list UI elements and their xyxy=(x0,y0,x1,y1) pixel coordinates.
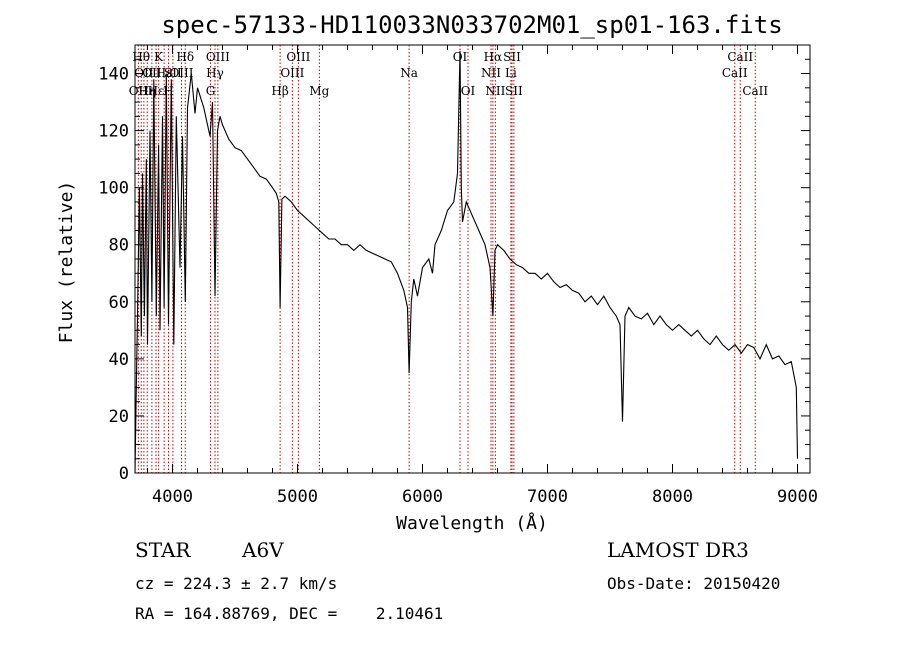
line-marker-label-26: SII xyxy=(503,50,521,64)
redshift-velocity: cz = 224.3 ± 2.7 km/s xyxy=(135,574,338,593)
y-tick-label-5: 100 xyxy=(98,179,129,199)
y-tick-label-4: 80 xyxy=(109,236,129,256)
line-marker-label-14: OIII xyxy=(206,50,230,64)
line-marker-label-19: Na xyxy=(400,66,418,80)
survey-name: LAMOST DR3 xyxy=(607,538,749,562)
line-marker-label-29: CaII xyxy=(727,50,753,64)
line-marker-label-13: Hγ xyxy=(206,66,224,80)
line-marker-label-8: H xyxy=(163,84,173,98)
line-marker-label-24: NII xyxy=(485,84,505,98)
spectrum-series-line xyxy=(134,50,799,474)
y-tick-label-3: 60 xyxy=(109,293,129,313)
x-tick-label-4: 8000 xyxy=(652,487,693,507)
emission-line-markers xyxy=(137,45,756,473)
x-tick-label-1: 5000 xyxy=(277,487,318,507)
y-tick-label-7: 140 xyxy=(98,65,129,85)
line-marker-label-2: OII xyxy=(134,66,154,80)
emission-line-labels: OIIHθOIIHηOIIHεKHεHSIIOIIIHδGHγOIIIHβOII… xyxy=(129,50,769,98)
line-marker-label-16: OIII xyxy=(280,66,304,80)
line-marker-label-10: OIII xyxy=(169,66,193,80)
x-axis-ticks: 4000 5000 6000 7000 8000 9000 xyxy=(147,45,818,507)
line-marker-label-7: Hε xyxy=(156,66,173,80)
line-marker-label-23: Hα xyxy=(484,50,503,64)
observation-date: Obs-Date: 20150420 xyxy=(607,574,781,593)
x-tick-label-5: 9000 xyxy=(777,487,818,507)
line-marker-label-22: NII xyxy=(481,66,501,80)
x-tick-label-2: 6000 xyxy=(402,487,443,507)
line-marker-label-12: G xyxy=(206,84,216,98)
line-marker-label-0: OII xyxy=(129,84,149,98)
line-marker-label-11: Hδ xyxy=(176,50,194,64)
line-marker-label-15: Hβ xyxy=(271,84,288,98)
line-marker-label-17: OIII xyxy=(286,50,310,64)
x-tick-label-3: 7000 xyxy=(527,487,568,507)
y-tick-label-6: 120 xyxy=(98,122,129,142)
plot-frame xyxy=(134,44,811,474)
line-marker-label-25: Li xyxy=(505,66,517,80)
coordinates: RA = 164.88769, DEC = 2.10461 xyxy=(135,604,444,623)
x-tick-label-0: 4000 xyxy=(152,487,193,507)
line-marker-label-5: Hε xyxy=(148,84,165,98)
x-axis-label: Wavelength (Å) xyxy=(396,512,548,534)
spectral-class: A6V xyxy=(242,538,284,562)
object-type: STAR xyxy=(135,538,191,562)
line-marker-label-4: OII xyxy=(142,66,162,80)
y-axis-label: Flux (relative) xyxy=(56,181,77,344)
line-marker-label-27: SII xyxy=(505,84,523,98)
y-tick-label-1: 20 xyxy=(109,407,129,427)
line-marker-label-3: Hη xyxy=(138,84,156,98)
chart-title: spec-57133-HD110033N033702M01_sp01-163.f… xyxy=(161,11,782,39)
y-tick-label-0: 0 xyxy=(119,464,129,484)
line-marker-label-21: OI xyxy=(461,84,476,98)
line-marker-label-30: CaII xyxy=(742,84,768,98)
line-marker-label-18: Mg xyxy=(309,84,329,98)
line-marker-label-1: Hθ xyxy=(132,50,150,64)
line-marker-label-28: CaII xyxy=(722,66,748,80)
y-tick-label-2: 40 xyxy=(109,350,129,370)
line-marker-label-6: K xyxy=(154,50,164,64)
y-axis-ticks: 0 20 40 60 80 100 120 140 xyxy=(98,58,810,484)
line-marker-label-9: SII xyxy=(164,66,182,80)
